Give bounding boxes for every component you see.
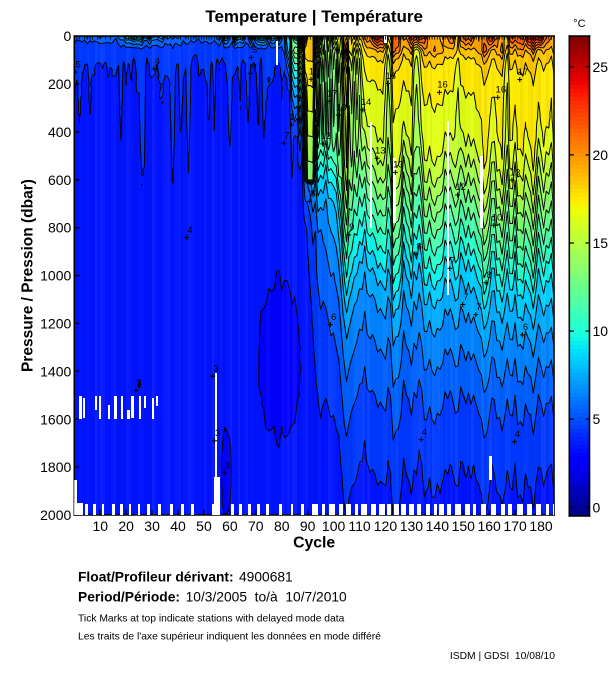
- svg-text:0: 0: [64, 28, 72, 44]
- svg-text:17: 17: [518, 67, 529, 78]
- svg-text:160: 160: [477, 518, 501, 534]
- svg-text:3: 3: [225, 460, 230, 471]
- svg-text:12: 12: [321, 131, 332, 142]
- svg-text:18: 18: [309, 66, 320, 77]
- svg-text:16: 16: [385, 71, 396, 82]
- svg-text:20: 20: [593, 147, 609, 163]
- svg-text:180: 180: [529, 518, 553, 534]
- svg-text:3: 3: [136, 378, 141, 389]
- svg-text:70: 70: [248, 518, 264, 534]
- svg-text:20: 20: [118, 518, 134, 534]
- svg-text:13: 13: [375, 145, 386, 156]
- svg-text:800: 800: [48, 220, 72, 236]
- svg-text:ISDM | GDSI 10/08/10: ISDM | GDSI 10/08/10: [450, 651, 555, 662]
- svg-text:4900681: 4900681: [239, 570, 293, 585]
- svg-text:13: 13: [336, 102, 347, 113]
- svg-text:10: 10: [593, 323, 609, 339]
- svg-text:0: 0: [593, 499, 601, 515]
- svg-text:40: 40: [170, 518, 186, 534]
- svg-text:8: 8: [310, 189, 315, 200]
- svg-text:7: 7: [476, 302, 481, 313]
- svg-text:Cycle: Cycle: [293, 535, 335, 552]
- svg-text:140: 140: [426, 518, 450, 534]
- svg-text:1600: 1600: [40, 411, 71, 427]
- svg-text:9: 9: [349, 222, 354, 233]
- svg-text:60: 60: [222, 518, 238, 534]
- svg-text:7: 7: [463, 292, 468, 303]
- svg-text:17: 17: [327, 89, 338, 100]
- svg-text:Period/Période:: Period/Période:: [78, 590, 180, 605]
- svg-text:14: 14: [361, 97, 372, 108]
- svg-text:4: 4: [422, 427, 427, 438]
- svg-text:6: 6: [331, 312, 336, 323]
- svg-text:1800: 1800: [40, 459, 71, 475]
- svg-text:200: 200: [48, 76, 72, 92]
- svg-text:50: 50: [196, 518, 212, 534]
- svg-text:Float/Profileur dérivant:: Float/Profileur dérivant:: [78, 570, 234, 585]
- svg-text:130: 130: [400, 518, 424, 534]
- svg-text:7: 7: [284, 130, 289, 141]
- svg-text:Pressure / Pression (dbar): Pressure / Pression (dbar): [19, 179, 36, 372]
- svg-text:600: 600: [48, 172, 72, 188]
- svg-text:Temperature | Température: Temperature | Température: [205, 7, 423, 26]
- svg-text:1200: 1200: [40, 316, 71, 332]
- svg-text:13: 13: [510, 167, 521, 178]
- svg-text:100: 100: [322, 518, 346, 534]
- svg-text:16: 16: [496, 85, 507, 96]
- svg-text:10: 10: [92, 518, 108, 534]
- svg-text:4: 4: [155, 56, 160, 67]
- svg-text:110: 110: [348, 518, 371, 534]
- svg-text:120: 120: [374, 518, 398, 534]
- svg-text:8: 8: [417, 241, 422, 252]
- svg-text:Tick Marks at top indicate sta: Tick Marks at top indicate stations with…: [78, 614, 345, 625]
- svg-text:400: 400: [48, 124, 72, 140]
- svg-text:5: 5: [252, 45, 257, 56]
- svg-text:4: 4: [187, 225, 192, 236]
- svg-text:1400: 1400: [40, 363, 71, 379]
- svg-text:15: 15: [593, 235, 609, 251]
- svg-text:10: 10: [492, 213, 503, 224]
- svg-text:°C: °C: [573, 18, 585, 30]
- svg-text:13: 13: [393, 160, 404, 171]
- svg-text:Les traits de l'axe supérieur: Les traits de l'axe supérieur indiquent …: [78, 632, 381, 643]
- svg-text:10/3/2005 to/à 10/7/2010: 10/3/2005 to/à 10/7/2010: [186, 590, 347, 605]
- svg-text:10: 10: [289, 112, 300, 123]
- svg-text:25: 25: [593, 59, 609, 75]
- svg-text:12: 12: [455, 182, 466, 193]
- svg-text:150: 150: [452, 518, 476, 534]
- svg-text:4: 4: [515, 429, 520, 440]
- svg-text:3: 3: [213, 363, 218, 374]
- svg-text:1000: 1000: [40, 268, 71, 284]
- svg-text:90: 90: [300, 518, 316, 534]
- svg-text:80: 80: [274, 518, 290, 534]
- svg-text:7: 7: [450, 256, 455, 267]
- svg-text:2000: 2000: [40, 507, 71, 523]
- svg-text:8: 8: [487, 270, 492, 281]
- svg-text:5: 5: [76, 59, 81, 70]
- svg-text:3: 3: [215, 428, 220, 439]
- svg-text:5: 5: [593, 411, 601, 427]
- svg-text:30: 30: [144, 518, 160, 534]
- svg-text:4: 4: [251, 60, 256, 71]
- svg-text:170: 170: [503, 518, 527, 534]
- svg-text:6: 6: [523, 322, 528, 333]
- svg-text:16: 16: [437, 80, 448, 91]
